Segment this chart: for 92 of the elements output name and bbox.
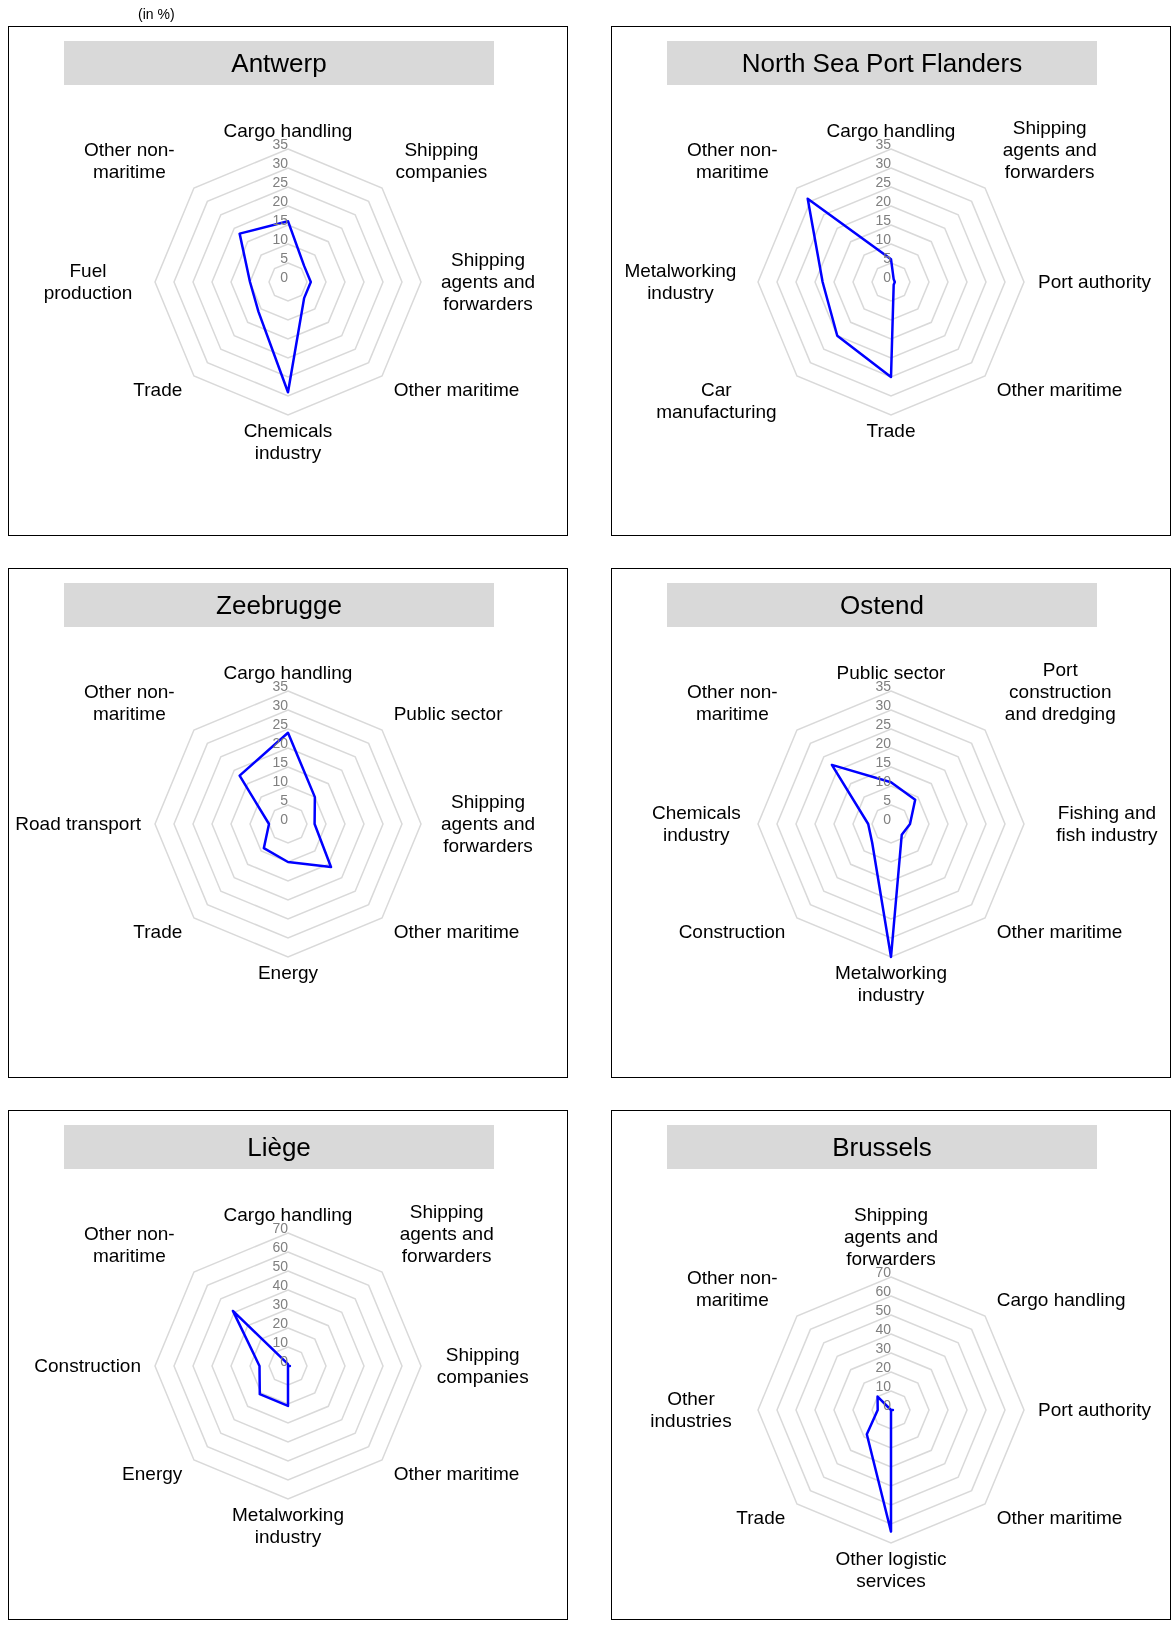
y-tick-label: 25	[875, 174, 892, 190]
spoke-label: Other non-maritime	[686, 1267, 778, 1311]
y-tick-label: 20	[272, 193, 289, 209]
spoke-label: Other non-maritime	[83, 681, 175, 725]
spoke-label: Shipping agents and forwarders	[440, 249, 536, 314]
y-tick-label: 5	[280, 250, 289, 266]
y-tick-label: 15	[272, 754, 289, 770]
spoke-label: Metalworking industry	[232, 1504, 344, 1547]
y-tick-label: 0	[883, 1397, 892, 1413]
y-tick-label: 50	[875, 1302, 892, 1318]
chart-title: Brussels	[667, 1125, 1097, 1169]
y-tick-label: 35	[272, 678, 289, 694]
y-tick-label: 40	[875, 1321, 892, 1337]
y-tick-label: 30	[875, 155, 892, 171]
y-tick-label: 20	[875, 193, 892, 209]
y-tick-label: 10	[875, 231, 892, 247]
spoke-label: Shipping agents and forwarders	[399, 1201, 494, 1267]
y-tick-label: 10	[272, 231, 289, 247]
chart-title: Liège	[64, 1125, 494, 1169]
y-tick-label: 35	[875, 136, 892, 152]
y-tick-label: 30	[272, 1296, 289, 1312]
spoke-label: Chemicals industry	[651, 802, 741, 845]
spoke-label: Fishing and fish industry	[1056, 802, 1159, 845]
spoke-label: Port authority	[1038, 271, 1152, 292]
y-tick-label: 70	[272, 1220, 289, 1236]
spoke-label: Public sector	[393, 703, 504, 725]
y-tick-label: 10	[272, 773, 289, 789]
chart-title: Ostend	[667, 583, 1097, 627]
y-tick-label: 0	[883, 269, 892, 285]
y-tick-label: 20	[875, 1359, 892, 1375]
spoke-label: Road transport	[15, 813, 142, 834]
spoke-label: Energy	[257, 962, 319, 983]
y-tick-label: 25	[272, 716, 289, 732]
spoke-label: Shipping agents and forwarders	[440, 791, 536, 856]
spoke-label: Port authority	[1038, 1399, 1152, 1420]
chart-title: Antwerp	[64, 41, 494, 85]
spoke-label: Other maritime	[393, 920, 520, 942]
spoke-label: Other logistic services	[835, 1548, 947, 1591]
spoke-label: Car manufacturing	[656, 378, 777, 422]
spoke-label: Other non-maritime	[83, 1223, 175, 1267]
spoke-label: Other non-maritime	[83, 139, 175, 183]
y-tick-label: 30	[875, 1340, 892, 1356]
y-tick-label: 5	[883, 792, 892, 808]
y-tick-label: 60	[272, 1239, 289, 1255]
spoke-label: Other industries	[650, 1388, 732, 1431]
spoke-label: Shipping agents and forwarders	[1002, 117, 1097, 183]
chart-title: North Sea Port Flanders	[667, 41, 1097, 85]
y-tick-label: 10	[875, 1378, 892, 1394]
spoke-label: Metalworking industry	[624, 260, 737, 303]
y-tick-label: 25	[875, 716, 892, 732]
spoke-label: Other non-maritime	[686, 681, 778, 725]
y-tick-label: 35	[272, 136, 289, 152]
y-tick-label: 0	[280, 269, 289, 285]
y-tick-label: 40	[272, 1277, 289, 1293]
spoke-label: Trade	[866, 420, 916, 441]
y-tick-label: 10	[272, 1334, 289, 1350]
spoke-label: Trade	[133, 920, 183, 942]
spoke-label: Port construction and dredging	[1004, 659, 1116, 725]
chart-title: Zeebrugge	[64, 583, 494, 627]
spoke-label: Trade	[133, 378, 183, 400]
y-tick-label: 35	[875, 678, 892, 694]
y-tick-label: 5	[280, 792, 289, 808]
spoke-label: Construction	[678, 920, 786, 942]
y-tick-label: 50	[272, 1258, 289, 1274]
y-tick-label: 60	[875, 1283, 892, 1299]
spoke-label: Shipping companies	[395, 139, 488, 183]
y-tick-label: 70	[875, 1264, 892, 1280]
y-tick-label: 25	[272, 174, 289, 190]
spoke-label: Other maritime	[996, 920, 1123, 942]
spoke-label: Other maritime	[996, 378, 1123, 400]
spoke-label: Energy	[122, 1462, 183, 1484]
y-tick-label: 15	[875, 754, 892, 770]
y-tick-label: 30	[272, 697, 289, 713]
y-tick-label: 30	[875, 697, 892, 713]
spoke-label: Trade	[736, 1506, 786, 1528]
spoke-label: Other maritime	[393, 1462, 520, 1484]
spoke-label: Construction	[34, 1355, 141, 1376]
y-tick-label: 20	[272, 1315, 289, 1331]
text: (in %)	[138, 6, 175, 22]
spoke-label: Fuel production	[43, 260, 133, 303]
spoke-label: Cargo handling	[996, 1289, 1126, 1311]
spoke-label: Other maritime	[996, 1506, 1123, 1528]
spoke-label: Other maritime	[393, 378, 520, 400]
y-tick-label: 0	[883, 811, 892, 827]
y-tick-label: 20	[875, 735, 892, 751]
spoke-label: Chemicals industry	[243, 420, 333, 463]
y-tick-label: 0	[280, 811, 289, 827]
spoke-label: Shipping companies	[436, 1344, 529, 1387]
y-tick-label: 30	[272, 155, 289, 171]
spoke-label: Other non-maritime	[686, 139, 778, 183]
spoke-label: Metalworking industry	[835, 962, 947, 1005]
y-tick-label: 15	[875, 212, 892, 228]
